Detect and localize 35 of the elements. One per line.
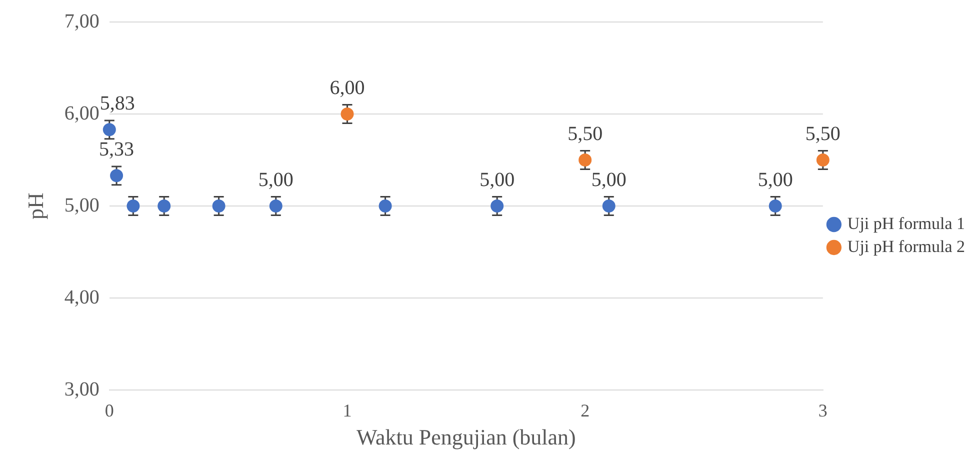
x-axis-title: Waktu Pengujian (bulan) xyxy=(356,424,576,450)
point xyxy=(212,200,226,212)
point xyxy=(378,200,392,212)
data-label: 5,50 xyxy=(805,123,840,146)
data-label: 5,33 xyxy=(99,138,134,161)
data-label: 5,00 xyxy=(480,169,515,192)
legend-label: Uji pH formula 2 xyxy=(847,236,966,256)
point xyxy=(110,169,124,182)
data-label: 6,00 xyxy=(330,77,365,100)
legend-label: Uji pH formula 1 xyxy=(847,214,966,233)
data-label: 5,00 xyxy=(258,169,294,192)
point xyxy=(578,154,592,166)
data-label: 5,83 xyxy=(100,92,135,115)
point xyxy=(158,200,171,212)
data-label: 5,00 xyxy=(758,169,793,192)
data-label: 5,50 xyxy=(568,123,603,146)
x-tick-label: 2 xyxy=(580,400,590,421)
point xyxy=(126,200,140,212)
point xyxy=(816,154,830,166)
x-tick-label: 0 xyxy=(104,400,114,421)
point xyxy=(602,200,616,212)
point xyxy=(768,200,782,212)
y-axis-title: pH xyxy=(22,192,48,220)
x-tick-label: 3 xyxy=(818,400,828,421)
data-label: 5,00 xyxy=(591,169,626,192)
point xyxy=(102,123,116,136)
y-tick-label: 3,00 xyxy=(64,378,100,400)
y-tick-label: 7,00 xyxy=(64,10,100,32)
point xyxy=(490,200,504,212)
y-tick-label: 4,00 xyxy=(64,286,100,308)
x-tick-label: 1 xyxy=(342,400,352,421)
y-tick-label: 6,00 xyxy=(64,102,100,124)
y-tick-label: 5,00 xyxy=(64,194,100,216)
point xyxy=(340,108,354,120)
point xyxy=(269,200,282,212)
